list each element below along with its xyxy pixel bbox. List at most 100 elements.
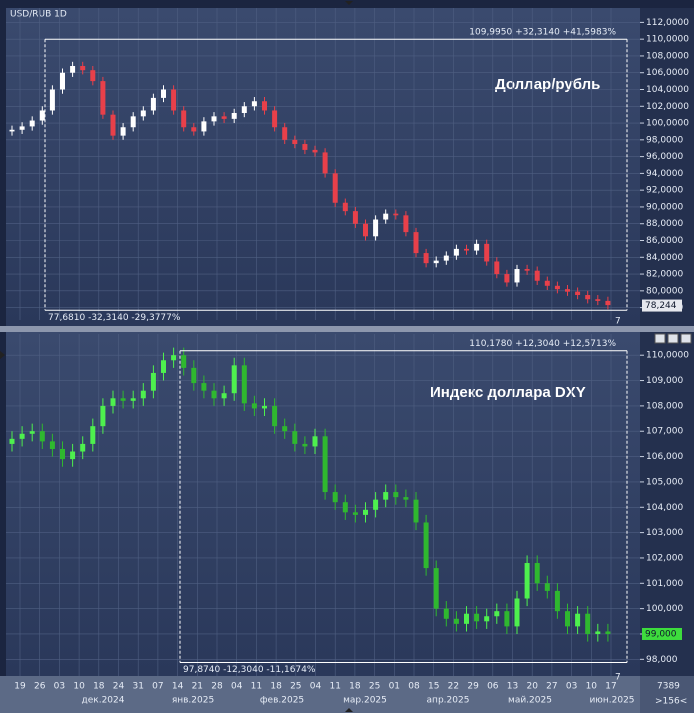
x-tick-label: 07 — [152, 682, 163, 692]
candle-body — [29, 120, 35, 127]
candle-body — [251, 403, 257, 409]
last-price-box — [642, 627, 682, 640]
top-price-axis — [640, 8, 694, 326]
candle-body — [342, 202, 348, 212]
y-tick-label: 105,000 — [646, 477, 683, 487]
scroll-arrow[interactable] — [345, 1, 353, 5]
x-tick-label: 06 — [487, 682, 499, 692]
axis-corner — [640, 676, 694, 713]
candle-body — [120, 398, 126, 401]
candle-body — [120, 127, 126, 136]
last-price-label: 99,000 — [645, 629, 677, 639]
candle-body — [70, 66, 76, 73]
month-label: апр.2025 — [427, 696, 470, 706]
candle-body — [373, 499, 379, 510]
candle-body — [201, 383, 207, 391]
candle-body — [383, 492, 389, 500]
scroll-arrow[interactable] — [345, 708, 353, 712]
close-button[interactable] — [680, 333, 692, 344]
month-label: май.2025 — [508, 696, 552, 706]
candle-body — [221, 393, 227, 399]
maximize-button[interactable] — [667, 333, 679, 344]
x-tick-label: 10 — [586, 682, 598, 692]
window-buttons[interactable] — [654, 333, 692, 344]
month-label: мар.2025 — [343, 696, 387, 706]
x-tick-label: 14 — [172, 682, 184, 692]
x-tick-label: 11 — [251, 682, 262, 692]
candle-body — [342, 502, 348, 513]
candle-body — [201, 121, 207, 132]
candle-body — [575, 613, 581, 627]
candle-body — [60, 72, 65, 90]
candle-body — [544, 583, 550, 591]
candle-body — [322, 152, 328, 174]
candle-body — [161, 89, 166, 98]
measure-high-label: 109,9950 +32,3140 +41,5983% — [469, 28, 616, 38]
y-tick-label: 90,0000 — [646, 202, 683, 212]
candle-body — [191, 127, 197, 132]
y-tick-label: 106,0000 — [646, 68, 689, 78]
candle-body — [373, 219, 379, 237]
y-tick-label: 110,0000 — [646, 35, 689, 45]
candle-body — [140, 390, 146, 399]
candle-body — [231, 365, 237, 394]
candle-body — [322, 436, 328, 493]
x-tick-label: 08 — [408, 682, 420, 692]
y-tick-label: 108,000 — [646, 401, 683, 411]
x-tick-label: 15 — [428, 682, 439, 692]
candle-body — [605, 300, 611, 306]
candle-body — [352, 512, 358, 515]
x-tick-label: 26 — [34, 682, 46, 692]
candle-body — [241, 106, 247, 113]
candle-body — [302, 144, 308, 150]
candle-body — [181, 355, 187, 368]
x-tick-label: 17 — [605, 682, 616, 692]
pane-divider — [0, 326, 694, 332]
candle-body — [312, 149, 318, 153]
y-tick-label: 100,0000 — [646, 119, 689, 129]
last-price-label: 78,244 — [645, 301, 677, 311]
candle-body — [181, 110, 187, 128]
x-tick-label: 18 — [349, 682, 361, 692]
candle-body — [554, 590, 560, 612]
candle-body — [504, 611, 510, 627]
candle-body — [272, 405, 278, 427]
candle-body — [524, 563, 530, 599]
x-tick-label: 04 — [231, 682, 243, 692]
candle-body — [100, 405, 106, 427]
x-tick-label: 11 — [329, 682, 340, 692]
candle-body — [443, 608, 449, 619]
y-tick-label: 100,000 — [646, 604, 683, 614]
candle-body — [241, 365, 247, 404]
bottom-pane — [6, 332, 640, 676]
count-label: 7 — [615, 673, 621, 683]
candle-body — [494, 611, 500, 617]
y-tick-label: 84,0000 — [646, 253, 683, 263]
candle-body — [423, 253, 429, 264]
y-tick-label: 96,0000 — [646, 152, 683, 162]
candle-body — [363, 223, 368, 237]
pane-arrow[interactable] — [0, 351, 5, 359]
candle-body — [403, 215, 409, 233]
candle-body — [49, 441, 55, 449]
candle-body — [282, 127, 288, 140]
minimize-button[interactable] — [654, 333, 666, 344]
x-tick-label: 21 — [192, 682, 203, 692]
candle-body — [282, 426, 288, 432]
candle-body — [403, 497, 409, 500]
y-tick-label: 82,0000 — [646, 270, 683, 280]
y-tick-label: 102,000 — [646, 553, 683, 563]
y-tick-label: 102,0000 — [646, 102, 689, 112]
x-tick-label: 03 — [54, 682, 65, 692]
candle-body — [504, 274, 510, 283]
candle-body — [251, 101, 257, 107]
candle-body — [393, 492, 399, 498]
candle-body — [171, 355, 177, 361]
candle-body — [595, 631, 601, 634]
candle-body — [534, 563, 540, 584]
candle-body — [29, 431, 35, 434]
candle-body — [130, 398, 136, 401]
candle-body — [332, 173, 338, 203]
last-price-box — [642, 299, 682, 312]
